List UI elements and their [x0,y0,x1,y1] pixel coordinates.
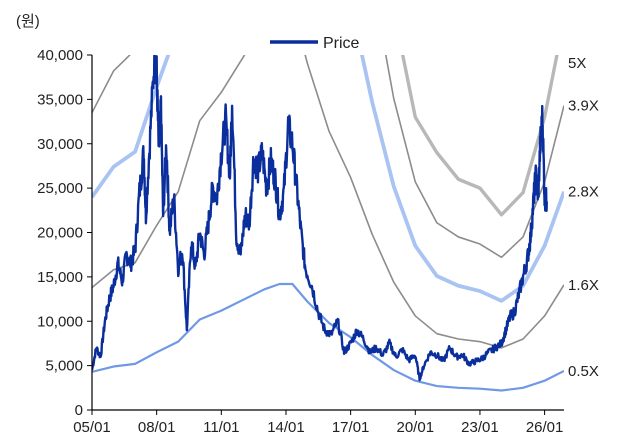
legend: Price [270,35,360,52]
band-line-5x [400,55,559,217]
axes-layer: 0 5,000 10,000 15,000 20,000 25,000 30,000 35,0… [37,47,564,436]
y-tick-label: 10,000 [37,313,83,330]
band-labels-layer: 5X 3.9X 2.8X 1.6X 0.5X [568,55,599,380]
price-layer [92,55,548,382]
y-tick-label: 15,000 [37,269,83,286]
price-line [92,55,548,382]
x-tick-label: 11/01 [203,419,239,436]
x-tick-label: 17/01 [332,419,370,436]
y-tick-label: 20,000 [37,225,83,242]
band-label-3-9x: 3.9X [568,98,599,115]
y-tick-label: 35,000 [37,91,83,108]
y-axis-unit-label: (원) [16,13,40,30]
band-label-5x: 5X [568,55,586,72]
x-tick-label: 23/01 [461,419,499,436]
y-tick-label: 0 [75,402,83,419]
band-label-1-6x: 1.6X [568,277,599,294]
x-tick-label: 05/01 [73,419,111,436]
band-label-2-8x: 2.8X [568,184,599,201]
x-tick-label: 26/01 [526,419,564,436]
y-tick-label: 5,000 [45,358,83,375]
band-line-3-9x [92,55,564,259]
band-label-0-5x: 0.5X [568,363,599,380]
x-tick-label: 14/01 [267,419,305,436]
y-tick-label: 25,000 [37,180,83,197]
x-tick-label: 08/01 [138,419,176,436]
y-tick-label: 40,000 [37,47,83,64]
x-tick-label: 20/01 [397,419,435,436]
y-tick-label: 30,000 [37,136,83,153]
band-line-2-8x [92,55,564,303]
legend-price-label: Price [323,35,360,52]
band-line-0-5x [92,282,564,392]
